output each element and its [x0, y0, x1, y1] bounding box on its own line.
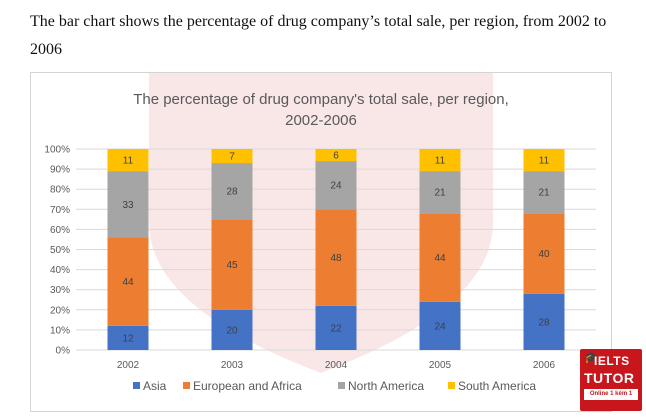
data-label: 48 — [330, 253, 342, 264]
y-tick-label: 40% — [50, 265, 70, 276]
data-label: 7 — [229, 152, 235, 163]
data-label: 11 — [539, 156, 550, 167]
x-tick-label: 2003 — [221, 360, 244, 371]
stacked-bar-chart: The percentage of drug company's total s… — [44, 91, 596, 393]
x-tick-label: 2004 — [325, 360, 348, 371]
data-label: 44 — [434, 253, 446, 264]
data-label: 22 — [330, 323, 342, 334]
y-tick-label: 10% — [50, 325, 70, 336]
data-label: 6 — [333, 151, 339, 162]
bar-segment — [523, 293, 565, 350]
chart-container: The percentage of drug company's total s… — [30, 72, 612, 412]
data-label: 20 — [226, 325, 238, 336]
bar-segment — [211, 163, 253, 220]
data-label: 44 — [122, 277, 134, 288]
bar-segment — [523, 149, 565, 172]
data-label: 40 — [538, 249, 550, 260]
data-label: 28 — [226, 187, 238, 198]
bar-segment — [211, 149, 253, 164]
chart-title: The percentage of drug company's total s… — [133, 91, 509, 108]
bar-segment — [211, 309, 253, 350]
bar-segment — [107, 171, 149, 238]
legend-label: North America — [348, 379, 424, 393]
x-tick-label: 2005 — [429, 360, 452, 371]
data-label: 24 — [434, 321, 446, 332]
data-label: 24 — [330, 181, 342, 192]
bar-segment — [107, 149, 149, 172]
data-label: 45 — [226, 260, 238, 271]
y-tick-label: 70% — [50, 205, 70, 216]
chart-subtitle: 2002-2006 — [285, 112, 357, 129]
bar-segment — [523, 213, 565, 294]
bar-segment — [419, 149, 461, 172]
legend-swatch — [448, 382, 455, 389]
y-tick-label: 20% — [50, 305, 70, 316]
legend-label: European and Africa — [193, 379, 302, 393]
bar-segment — [315, 305, 357, 350]
data-label: 11 — [123, 156, 134, 167]
bar-segment — [315, 209, 357, 306]
bar-segment — [211, 219, 253, 310]
bar-segment — [419, 301, 461, 350]
data-label: 21 — [538, 188, 550, 199]
data-label: 11 — [435, 156, 446, 167]
y-tick-label: 60% — [50, 225, 70, 236]
legend-label: Asia — [143, 379, 167, 393]
x-tick-label: 2006 — [533, 360, 556, 371]
y-tick-label: 0% — [56, 346, 71, 357]
legend-swatch — [338, 382, 345, 389]
bar-segment — [523, 171, 565, 214]
logo-line-1: IELTS — [594, 354, 630, 368]
bar-segment — [419, 171, 461, 214]
y-tick-label: 80% — [50, 185, 70, 196]
legend-label: South America — [458, 379, 536, 393]
ielts-tutor-logo: 🎓 IELTS TUTOR Online 1 kèm 1 — [580, 349, 642, 411]
graduation-cap-icon: 🎓 — [584, 352, 598, 364]
x-tick-label: 2002 — [117, 360, 140, 371]
data-label: 12 — [122, 333, 134, 344]
logo-line-3: Online 1 kèm 1 — [584, 389, 638, 400]
data-label: 21 — [434, 188, 446, 199]
bar-segment — [315, 149, 357, 162]
legend-swatch — [183, 382, 190, 389]
bar-segment — [107, 237, 149, 326]
data-label: 28 — [538, 317, 550, 328]
bar-segment — [419, 213, 461, 302]
intro-text: The bar chart shows the percentage of dr… — [30, 13, 607, 58]
logo-line-2: TUTOR — [584, 370, 635, 386]
y-tick-label: 30% — [50, 285, 70, 296]
bar-segment — [315, 161, 357, 210]
y-tick-label: 90% — [50, 165, 70, 176]
y-tick-label: 100% — [44, 145, 70, 156]
legend-swatch — [133, 382, 140, 389]
data-label: 33 — [122, 200, 134, 211]
bar-segment — [107, 325, 149, 350]
y-tick-label: 50% — [50, 245, 70, 256]
